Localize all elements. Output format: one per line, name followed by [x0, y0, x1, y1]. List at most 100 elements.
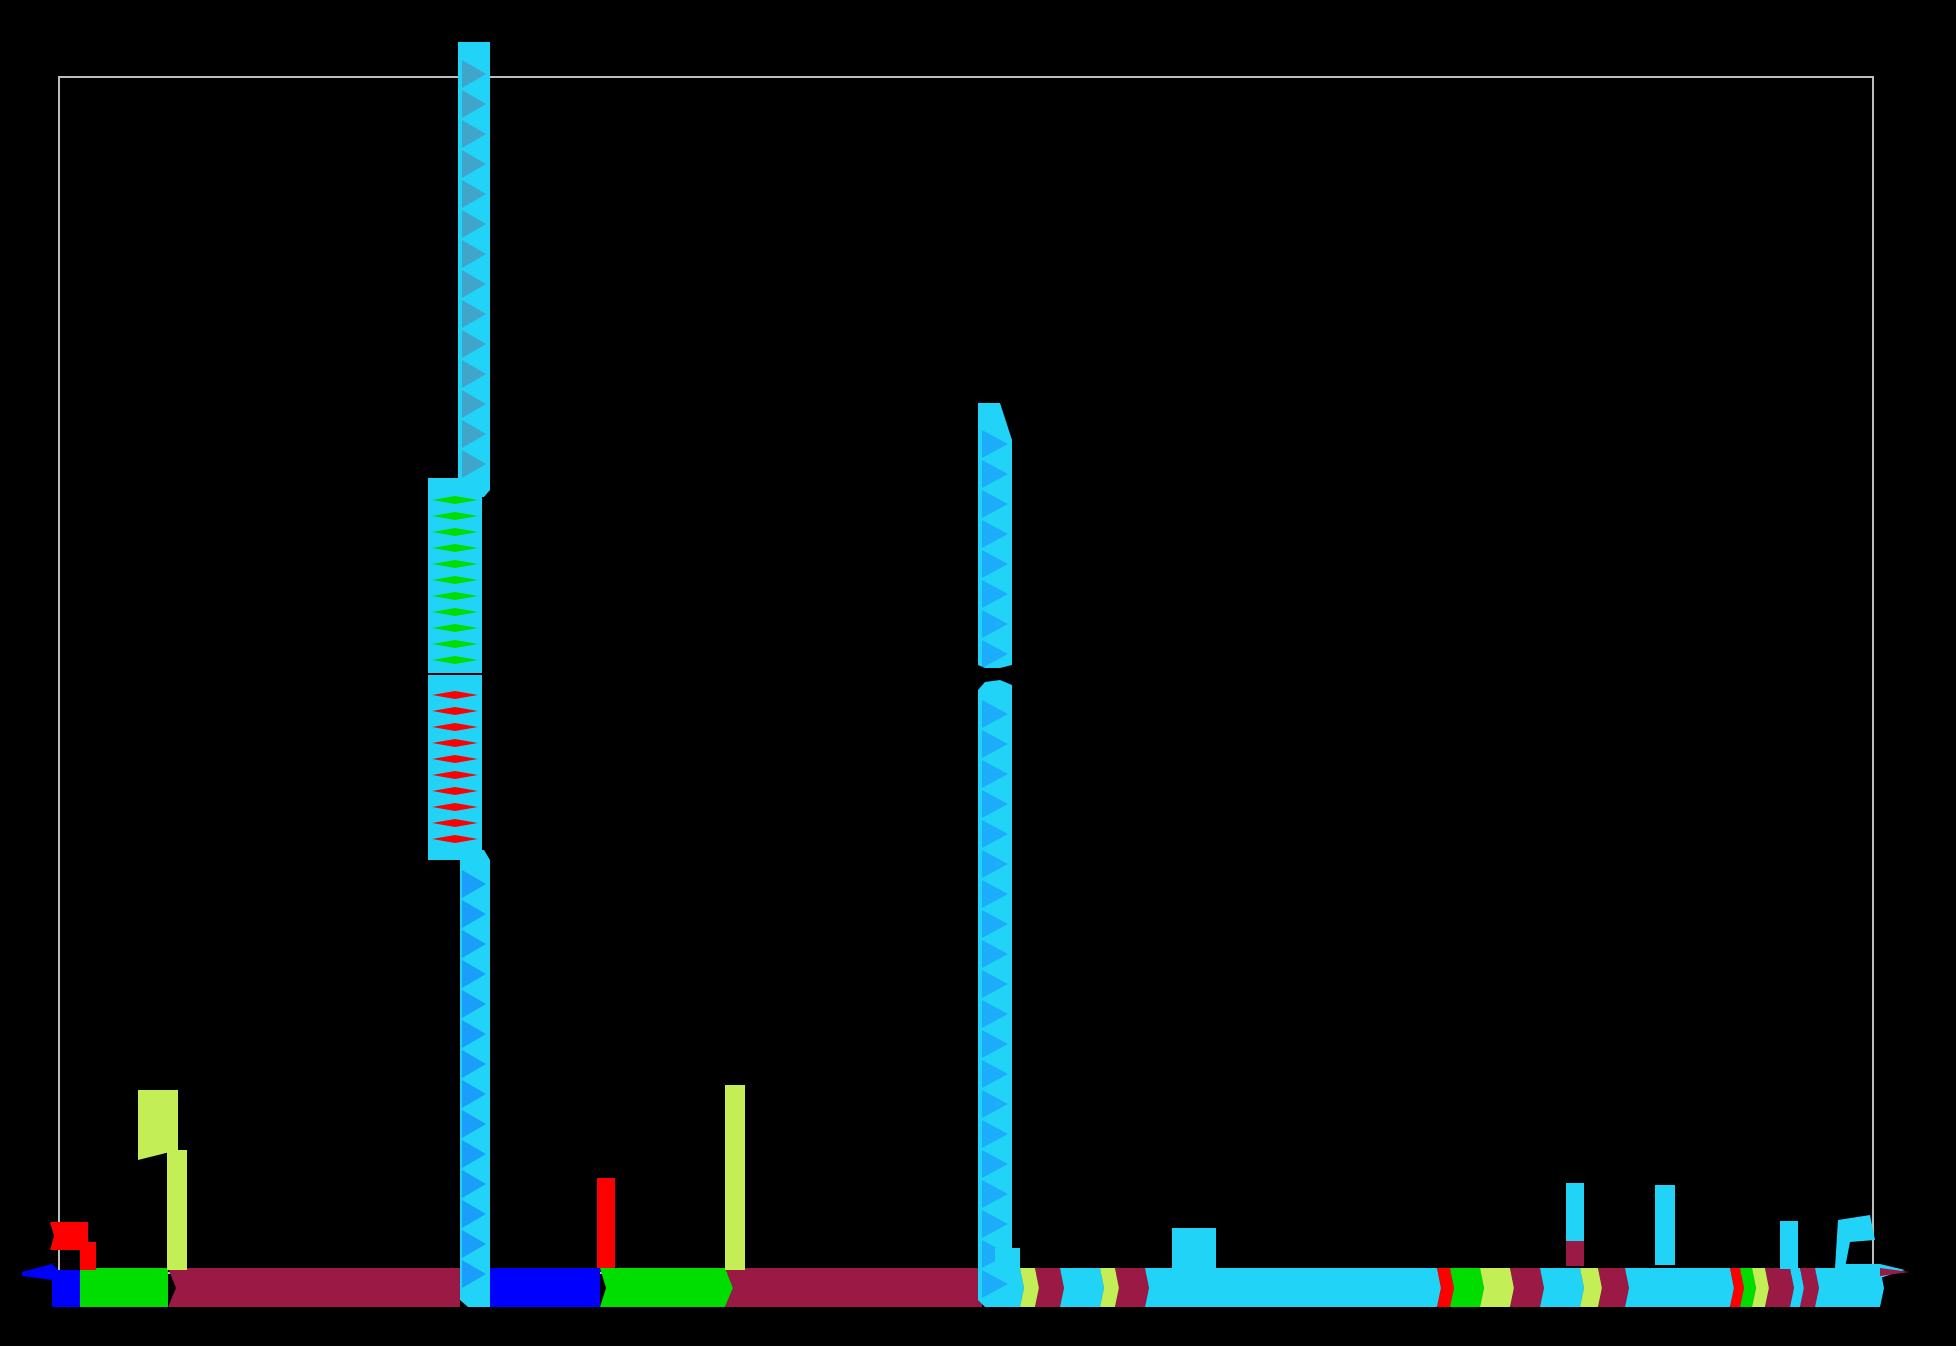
tail-segment-11 — [1540, 1268, 1584, 1307]
col1-zig-low-1140 — [462, 1140, 486, 1168]
col1-zig-180 — [462, 180, 486, 208]
col1-zig-low-930 — [462, 930, 486, 958]
col2-zig-490 — [982, 490, 1008, 518]
cyan-block-1 — [1172, 1228, 1216, 1270]
col1-zig-low-1050 — [462, 1050, 486, 1078]
tail-segment-13 — [1598, 1268, 1629, 1307]
tail-segment-8 — [1450, 1268, 1484, 1307]
tail-segment-16 — [1740, 1268, 1756, 1307]
tail-segment-17 — [1752, 1268, 1769, 1307]
col1-zig-low-1110 — [462, 1110, 486, 1138]
green-diamond-660 — [432, 656, 478, 664]
col1-zig-low-870 — [462, 870, 486, 898]
col2-zig-low-850 — [982, 850, 1008, 878]
cyan-post-c — [1780, 1221, 1798, 1269]
tail-segment-6 — [1145, 1268, 1441, 1307]
col1-zig-low-1200 — [462, 1200, 486, 1228]
col2-zig-550 — [982, 550, 1008, 578]
tall-column-2-lower — [978, 680, 1012, 1307]
col2-zig-low-1180 — [982, 1180, 1008, 1208]
bar-blue-2 — [480, 1268, 600, 1307]
col2-zig-460 — [982, 460, 1008, 488]
tail-segment-4 — [1100, 1268, 1119, 1307]
col2-zig-low-1000 — [982, 1000, 1008, 1028]
tail-segment-7 — [1437, 1268, 1454, 1307]
bar-maroon-1 — [168, 1268, 460, 1307]
maroon-arrow-tip — [1880, 1268, 1910, 1276]
tail-segment-10 — [1510, 1268, 1544, 1307]
green-diamond-532 — [432, 528, 478, 536]
tail-segment-15 — [1730, 1268, 1744, 1307]
red-diamond-759 — [432, 755, 478, 763]
bar-blue-start — [52, 1270, 80, 1307]
col2-zig-low-1120 — [982, 1120, 1008, 1148]
red-flag-base — [80, 1242, 96, 1270]
tall-column-1-lower — [460, 850, 490, 1307]
col2-zig-low-970 — [982, 970, 1008, 998]
red-diamond-807 — [432, 803, 478, 811]
col1-zig-210 — [462, 210, 486, 238]
col1-zig-330 — [462, 330, 486, 358]
red-diamond-775 — [432, 771, 478, 779]
tall-column-1-upper — [458, 42, 490, 497]
tail-segment-1 — [1020, 1268, 1039, 1307]
bar-green-1 — [80, 1268, 168, 1307]
blue-arrow-start — [22, 1264, 58, 1307]
col1-zig-120 — [462, 120, 486, 148]
tail-segment-9 — [1480, 1268, 1514, 1307]
col1-zig-450 — [462, 450, 486, 478]
col1-zig-420 — [462, 420, 486, 448]
col2-zig-low-1210 — [982, 1210, 1008, 1238]
bar-maroon-2 — [725, 1268, 982, 1307]
col1-zig-270 — [462, 270, 486, 298]
tail-segment-14 — [1625, 1268, 1734, 1307]
tail-segment-2 — [1035, 1268, 1064, 1307]
col1-zig-low-1080 — [462, 1080, 486, 1108]
col2-zig-low-790 — [982, 790, 1008, 818]
green-diamond-612 — [432, 608, 478, 616]
red-diamond-695 — [432, 691, 478, 699]
col2-zig-520 — [982, 520, 1008, 548]
col2-zig-low-1090 — [982, 1090, 1008, 1118]
red-diamond-711 — [432, 707, 478, 715]
red-diamond-839 — [432, 835, 478, 843]
col2-zig-low-940 — [982, 940, 1008, 968]
green-diamond-596 — [432, 592, 478, 600]
col1-zig-90 — [462, 90, 486, 118]
green-diamond-580 — [432, 576, 478, 584]
col2-zig-610 — [982, 610, 1008, 638]
col1-zig-240 — [462, 240, 486, 268]
red-diamond-743 — [432, 739, 478, 747]
red-flag — [50, 1222, 88, 1250]
diagram-shapes — [22, 42, 1910, 1307]
col2-zig-640 — [982, 640, 1008, 668]
col1-zig-low-1170 — [462, 1170, 486, 1198]
green-diamond-628 — [432, 624, 478, 632]
col1-zig-low-900 — [462, 900, 486, 928]
col1-zig-low-1260 — [462, 1260, 486, 1288]
lime-post — [167, 1150, 187, 1270]
col2-zig-low-910 — [982, 910, 1008, 938]
col2-zig-low-1030 — [982, 1030, 1008, 1058]
cyan-post-b — [1655, 1185, 1675, 1265]
col2-zig-580 — [982, 580, 1008, 608]
tail-segment-5 — [1115, 1268, 1149, 1307]
green-diamond-564 — [432, 560, 478, 568]
maroon-post-a — [1566, 1241, 1584, 1266]
col1-zig-low-990 — [462, 990, 486, 1018]
col2-zig-low-760 — [982, 760, 1008, 788]
col2-zig-low-820 — [982, 820, 1008, 848]
col2-zig-low-1270 — [982, 1270, 1008, 1298]
col2-zig-low-700 — [982, 700, 1008, 728]
col1-zig-60 — [462, 60, 486, 88]
bar-green-2 — [600, 1268, 733, 1307]
green-diamond-644 — [432, 640, 478, 648]
column-2-foot — [995, 1248, 1020, 1270]
col1-zig-300 — [462, 300, 486, 328]
col1-zig-390 — [462, 390, 486, 418]
tail-segment-20 — [1800, 1268, 1819, 1307]
tall-column-2-upper — [978, 403, 1012, 668]
green-diamond-500 — [432, 496, 478, 504]
red-diamond-727 — [432, 723, 478, 731]
col1-zig-low-960 — [462, 960, 486, 988]
